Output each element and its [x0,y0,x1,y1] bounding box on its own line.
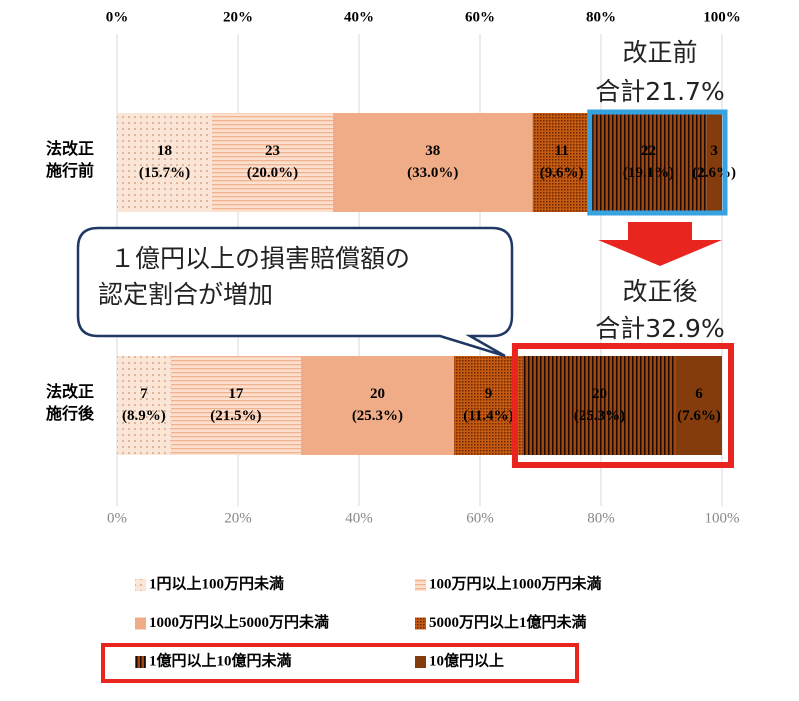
data-label: 9 [485,386,493,402]
x-tick-label: 40% [344,9,374,25]
bar-segment [706,113,722,212]
x-tick-label: 0% [107,510,127,526]
x-tick-label: 100% [705,510,740,526]
data-label: 20 [370,386,385,402]
data-label: 11 [555,143,569,159]
data-label: (7.6%) [677,408,721,424]
callout-box [76,226,514,358]
legend-label: 10億円以上 [429,651,504,669]
x-tick-label: 60% [466,510,494,526]
data-label: (11.4%) [463,408,513,424]
data-label: (9.6%) [540,165,584,181]
annotation: 改正前 [622,38,697,67]
x-tick-label: 0% [106,9,129,25]
bar-segment [300,356,454,455]
annotation: 合計32.9% [595,314,724,343]
data-label: 38 [425,143,440,159]
x-tick-label: 100% [703,9,741,25]
data-label: (25.3%) [574,408,625,424]
x-tick-label: 60% [465,9,495,25]
data-label: (25.3%) [352,408,403,424]
data-label: 20 [592,386,607,402]
bar-segment [532,113,591,212]
x-tick-label: 20% [224,510,252,526]
data-label: (15.7%) [139,165,190,181]
legend-swatch [135,617,146,630]
bar-segment [522,356,677,455]
x-tick-label: 20% [223,9,253,25]
data-label: 22 [641,143,656,159]
data-label: 17 [228,386,244,402]
bar-segment [117,356,171,455]
legend-swatch [135,656,146,668]
category-label: 法改正施行後 [45,383,94,423]
legend-highlight [101,643,579,683]
bar-segment [211,113,333,212]
annotation: 合計21.7% [595,77,724,106]
annotation: 改正後 [622,277,697,306]
category-label: 法改正施行前 [45,140,94,180]
legend-label: 5000万円以上1億円未満 [429,613,587,631]
legend-swatch [415,656,426,668]
x-tick-label: 80% [587,510,615,526]
bar-segment [453,356,523,455]
category-label: 法改正施行前 [45,140,94,180]
legend-label: 1円以上100万円未満 [149,574,284,592]
bar-segment [590,113,707,212]
legend-label: 100万円以上1000万円未満 [429,574,602,592]
data-label: (33.0%) [407,165,458,181]
data-label: 3 [710,143,718,159]
x-tick-label: 80% [586,9,616,25]
legend-swatch [415,579,426,591]
callout-text: １億円以上の損害賠償額の [110,244,410,273]
data-label: (20.0%) [247,165,298,181]
bar-segment [332,113,533,212]
data-label: (19.1%) [623,165,674,181]
bar-segment [117,113,212,212]
data-label: (21.5%) [210,408,261,424]
category-label: 法改正施行後 [45,383,94,423]
legend-swatch [135,579,146,591]
bar-segment [676,356,722,455]
data-label: 18 [157,143,172,159]
highlight-box [511,343,735,468]
arrow [598,222,722,266]
data-label: 7 [140,386,148,402]
legend-swatch [415,617,426,630]
highlight-box [587,109,728,216]
bar-segment [170,356,301,455]
callout-text: 認定割合が増加 [98,280,273,309]
data-label: 23 [265,143,280,159]
legend-label: 1000万円以上5000万円未満 [149,613,329,631]
legend-label: 1億円以上10億円未満 [149,651,292,669]
x-tick-label: 40% [345,510,373,526]
data-label: (2.6%) [692,165,736,181]
data-label: (8.9%) [122,408,166,424]
data-label: 6 [695,386,703,402]
